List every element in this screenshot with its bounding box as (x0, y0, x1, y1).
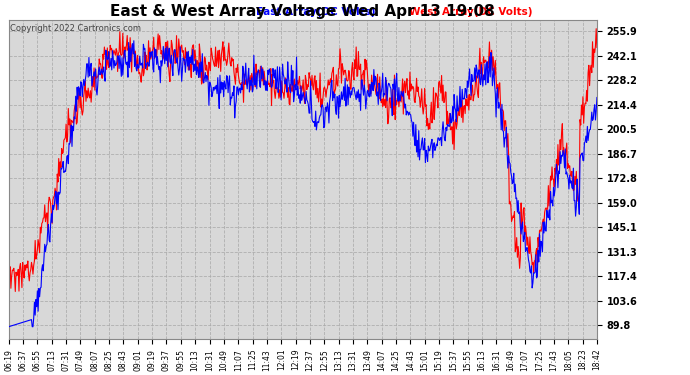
Text: Copyright 2022 Cartronics.com: Copyright 2022 Cartronics.com (10, 24, 141, 33)
Text: East Array(DC Volts): East Array(DC Volts) (256, 7, 375, 17)
Text: West Array(DC Volts): West Array(DC Volts) (408, 7, 532, 17)
Title: East & West Array Voltage Wed Apr 13 19:08: East & West Array Voltage Wed Apr 13 19:… (110, 4, 495, 19)
